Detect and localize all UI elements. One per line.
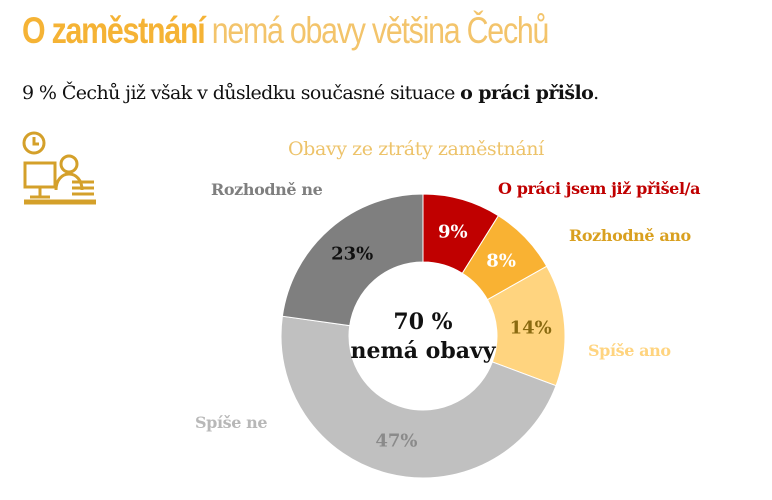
page-title: O zaměstnání nemá obavy většina Čechů — [22, 10, 549, 51]
center-label: 70 % nemá obavy — [350, 309, 496, 364]
chart-title: Obavy ze ztráty zaměstnání — [288, 138, 544, 160]
worker-at-desk-icon — [22, 131, 96, 205]
legend-label-lost-job: O práci jsem již přišel/a — [498, 179, 701, 198]
slice-value-label: 23% — [331, 243, 374, 265]
slice-value-label: 47% — [375, 430, 418, 452]
legend-label-rather-yes: Spíše ano — [588, 341, 671, 360]
slice-value-label: 9% — [438, 221, 468, 243]
legend-label-definitely-yes: Rozhodně ano — [569, 226, 691, 245]
subtitle: 9 % Čechů již však v důsledku současné s… — [22, 82, 599, 104]
donut-slice-4 — [281, 193, 424, 327]
legend-label-rather-no: Spíše ne — [195, 413, 268, 432]
donut-slice-3 — [280, 315, 557, 479]
slice-value-label: 8% — [486, 250, 516, 272]
slice-value-label: 14% — [509, 317, 552, 339]
legend-label-definitely-no: Rozhodně ne — [211, 180, 323, 199]
